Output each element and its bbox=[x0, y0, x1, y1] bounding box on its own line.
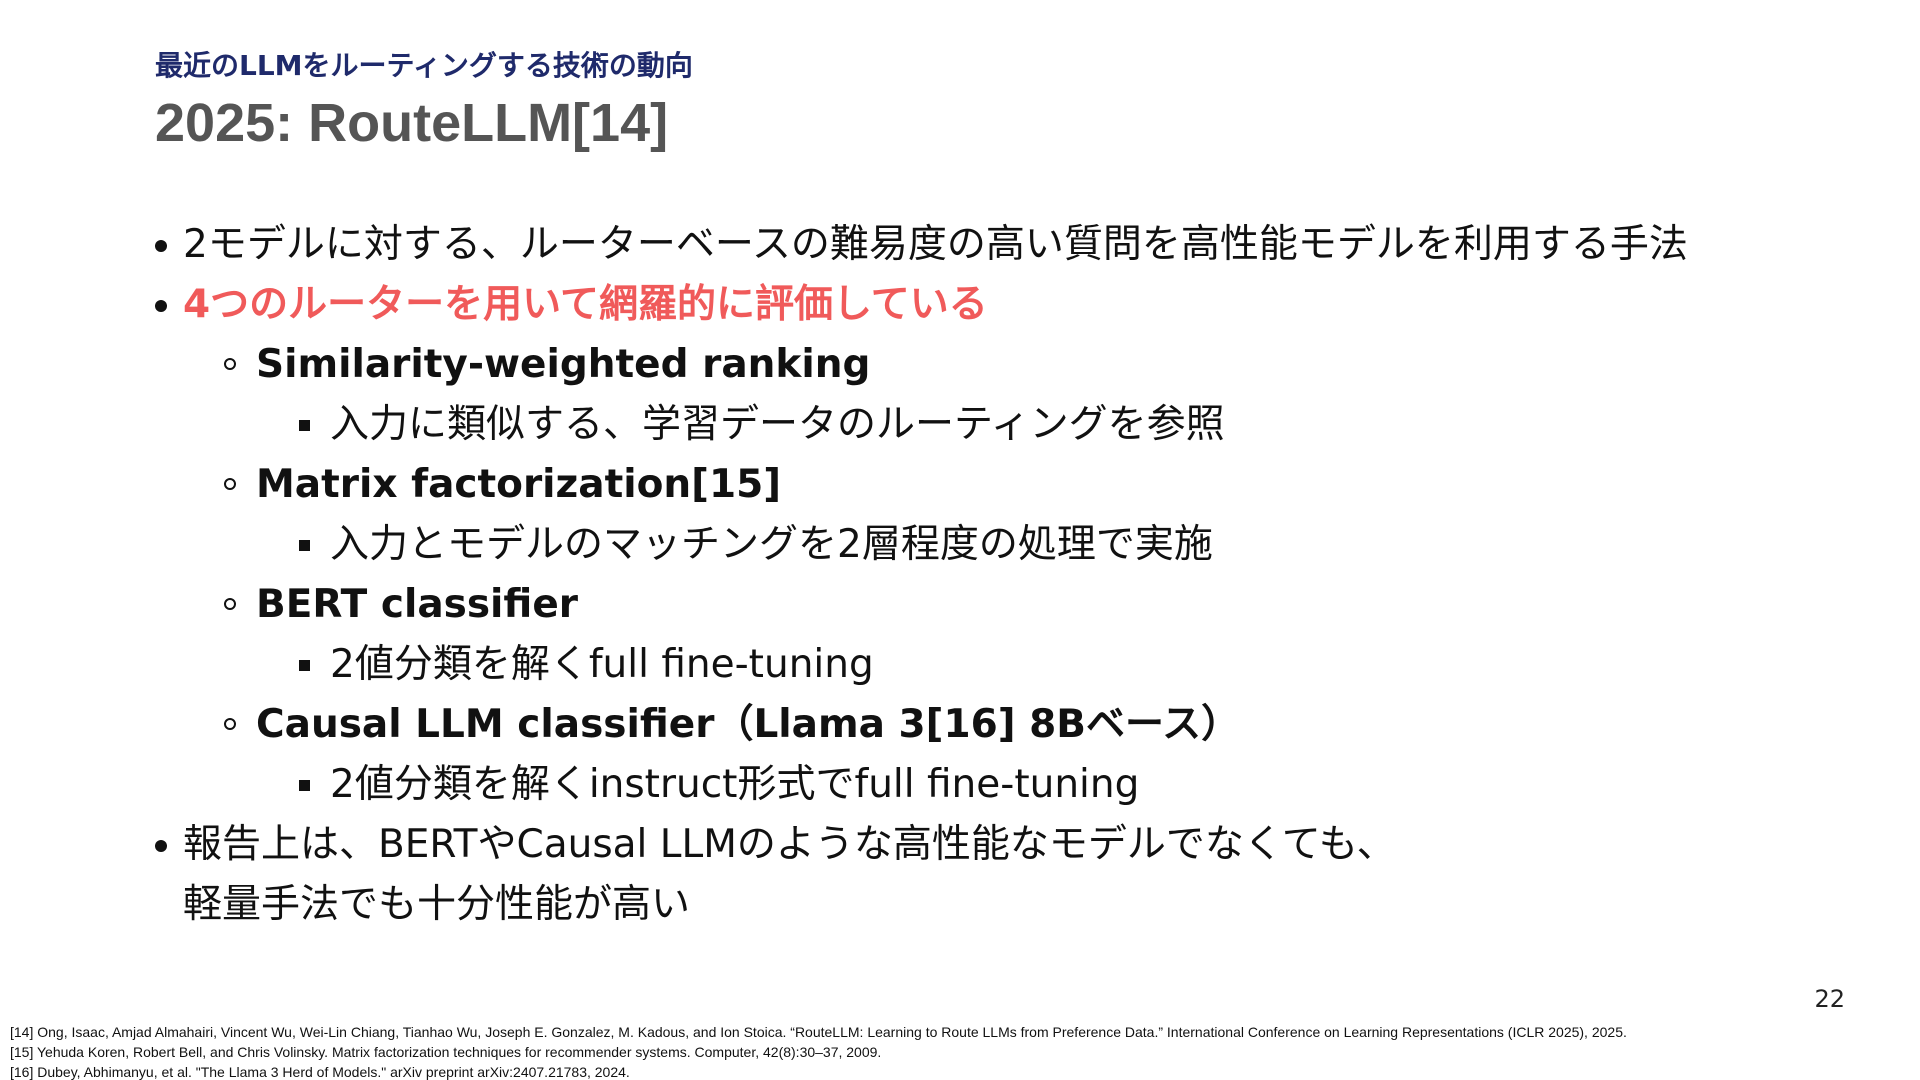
sub-bullet-item: Matrix factorization[15] bbox=[224, 455, 782, 515]
bullet-continuation: 軽量手法でも十分性能が高い bbox=[183, 875, 690, 935]
bullet-text: Similarity-weighted ranking bbox=[256, 342, 871, 387]
bullet-text: 入力とモデルのマッチングを2層程度の処理で実施 bbox=[330, 522, 1213, 567]
bullet-text: 入力に類似する、学習データのルーティングを参照 bbox=[330, 402, 1225, 447]
circle-bullet-icon bbox=[224, 718, 236, 730]
bullet-text: 2値分類を解くinstruct形式でfull fine-tuning bbox=[330, 762, 1140, 807]
sub-sub-bullet-item: 2値分類を解くfull fine-tuning bbox=[299, 635, 874, 695]
bullet-text: 2モデルに対する、ルーターベースの難易度の高い質問を高性能モデルを利用する手法 bbox=[183, 222, 1688, 267]
bullet-text: 4つのルーターを用いて網羅的に評価している bbox=[183, 282, 988, 327]
circle-bullet-icon bbox=[224, 358, 236, 370]
bullet-text: 2値分類を解くfull fine-tuning bbox=[330, 642, 874, 687]
section-heading: 最近のLLMをルーティングする技術の動向 bbox=[155, 49, 693, 82]
sub-bullet-item: Similarity-weighted ranking bbox=[224, 335, 871, 395]
sub-sub-bullet-item: 2値分類を解くinstruct形式でfull fine-tuning bbox=[299, 755, 1140, 815]
bullet-text: 軽量手法でも十分性能が高い bbox=[183, 882, 691, 927]
bullet-dot-icon bbox=[155, 840, 167, 852]
bullet-text: 報告上は、BERTやCausal LLMのような高性能なモデルでなくても、 bbox=[183, 822, 1396, 867]
sub-bullet-item: BERT classifier bbox=[224, 575, 579, 635]
square-bullet-icon bbox=[299, 420, 310, 431]
bullet-item: 2モデルに対する、ルーターベースの難易度の高い質問を高性能モデルを利用する手法 bbox=[155, 215, 1688, 275]
bullet-text: Causal LLM classifier（Llama 3[16] 8Bベース） bbox=[256, 702, 1241, 747]
bullet-item: 報告上は、BERTやCausal LLMのような高性能なモデルでなくても、 bbox=[155, 815, 1396, 875]
sub-sub-bullet-item: 入力に類似する、学習データのルーティングを参照 bbox=[299, 395, 1225, 455]
bullet-text: Matrix factorization[15] bbox=[256, 462, 782, 507]
footnote: [14] Ong, Isaac, Amjad Almahairi, Vincen… bbox=[10, 1024, 1627, 1040]
square-bullet-icon bbox=[299, 660, 310, 671]
slide-title: 2025: RouteLLM[14] bbox=[155, 93, 669, 153]
circle-bullet-icon bbox=[224, 478, 236, 490]
bullet-text: BERT classifier bbox=[256, 582, 579, 627]
square-bullet-icon bbox=[299, 540, 310, 551]
bullet-dot-icon bbox=[155, 240, 167, 252]
footnote: [16] Dubey, Abhimanyu, et al. "The Llama… bbox=[10, 1064, 630, 1080]
bullet-item-highlighted: 4つのルーターを用いて網羅的に評価している bbox=[155, 275, 988, 335]
footnote: [15] Yehuda Koren, Robert Bell, and Chri… bbox=[10, 1044, 882, 1060]
circle-bullet-icon bbox=[224, 598, 236, 610]
sub-bullet-item: Causal LLM classifier（Llama 3[16] 8Bベース） bbox=[224, 695, 1241, 755]
bullet-dot-icon bbox=[155, 300, 167, 312]
sub-sub-bullet-item: 入力とモデルのマッチングを2層程度の処理で実施 bbox=[299, 515, 1213, 575]
square-bullet-icon bbox=[299, 780, 310, 791]
page-number: 22 bbox=[1814, 985, 1845, 1013]
